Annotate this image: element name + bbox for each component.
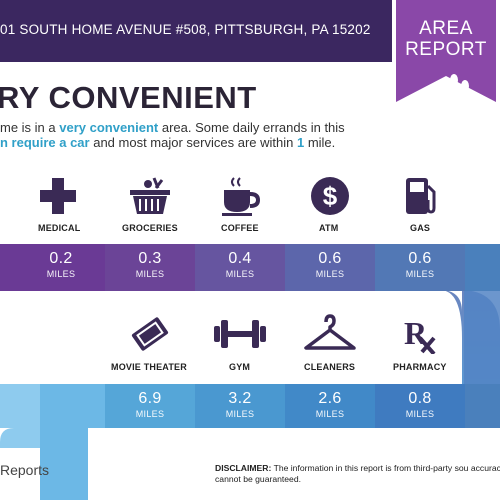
convenience-headline: RY CONVENIENT <box>0 80 257 115</box>
dumbbell-icon <box>200 314 280 354</box>
distance-cell-pharmacy: 0.8 MILES <box>375 384 465 428</box>
disclaimer-text: DISCLAIMER: The information in this repo… <box>215 463 500 484</box>
category-label-groceries: GROCERIES <box>122 223 178 233</box>
band-edge <box>0 384 40 428</box>
distance-cell-atm: 0.6 MILES <box>285 244 375 291</box>
coffee-cup-icon <box>200 176 280 216</box>
footprints-icon <box>447 72 473 107</box>
category-label-cleaners: CLEANERS <box>304 362 356 372</box>
distance-cell-coffee: 0.4 MILES <box>195 244 285 291</box>
category-label-gym: GYM <box>229 362 251 372</box>
summary-text: me is in a very convenient area. Some da… <box>0 120 345 150</box>
distance-cell-gas: 0.6 MILES <box>375 244 465 291</box>
dollar-icon: $ <box>290 176 370 216</box>
badge-title-line2: REPORT <box>405 39 487 60</box>
footer-panel <box>0 428 500 500</box>
svg-text:$: $ <box>323 181 338 211</box>
category-label-movie-theater: MOVIE THEATER <box>111 362 187 372</box>
medical-cross-icon <box>18 176 98 216</box>
category-label-coffee: COFFEE <box>221 223 259 233</box>
badge-shape <box>392 0 500 108</box>
ticket-icon <box>110 314 190 354</box>
distance-band-1: 0.2 MILES 0.3 MILES 0.4 MILES 0.6 MILES 0.6 M… <box>0 244 500 291</box>
distance-cell-movie-theater: 6.9 MILES <box>105 384 195 428</box>
footer-logo-text: Reports <box>0 462 50 478</box>
distance-cell-cleaners: 2.6 MILES <box>285 384 375 428</box>
category-label-atm: ATM <box>319 223 339 233</box>
band-edge <box>0 244 17 291</box>
badge-title-line1: AREA <box>419 18 473 39</box>
rx-icon: R <box>380 314 460 354</box>
distance-cell-gym: 3.2 MILES <box>195 384 285 428</box>
band-edge <box>465 244 500 291</box>
gas-pump-icon <box>380 176 460 216</box>
band-edge <box>465 384 500 428</box>
hanger-icon <box>290 314 370 354</box>
category-label-gas: GAS <box>410 223 431 233</box>
grocery-basket-icon <box>110 176 190 216</box>
band-edge <box>40 384 105 428</box>
distance-band-2: 6.9 MILES 3.2 MILES 2.6 MILES 0.8 MILES <box>0 384 500 428</box>
category-label-medical: MEDICAL <box>38 223 81 233</box>
distance-cell-groceries: 0.3 MILES <box>105 244 195 291</box>
property-address: 01 SOUTH HOME AVENUE #508, PITTSBURGH, P… <box>0 22 371 37</box>
distance-cell-medical: 0.2 MILES <box>17 244 105 291</box>
category-label-pharmacy: PHARMACY <box>393 362 447 372</box>
area-report-badge: AREA REPORT <box>392 0 500 118</box>
